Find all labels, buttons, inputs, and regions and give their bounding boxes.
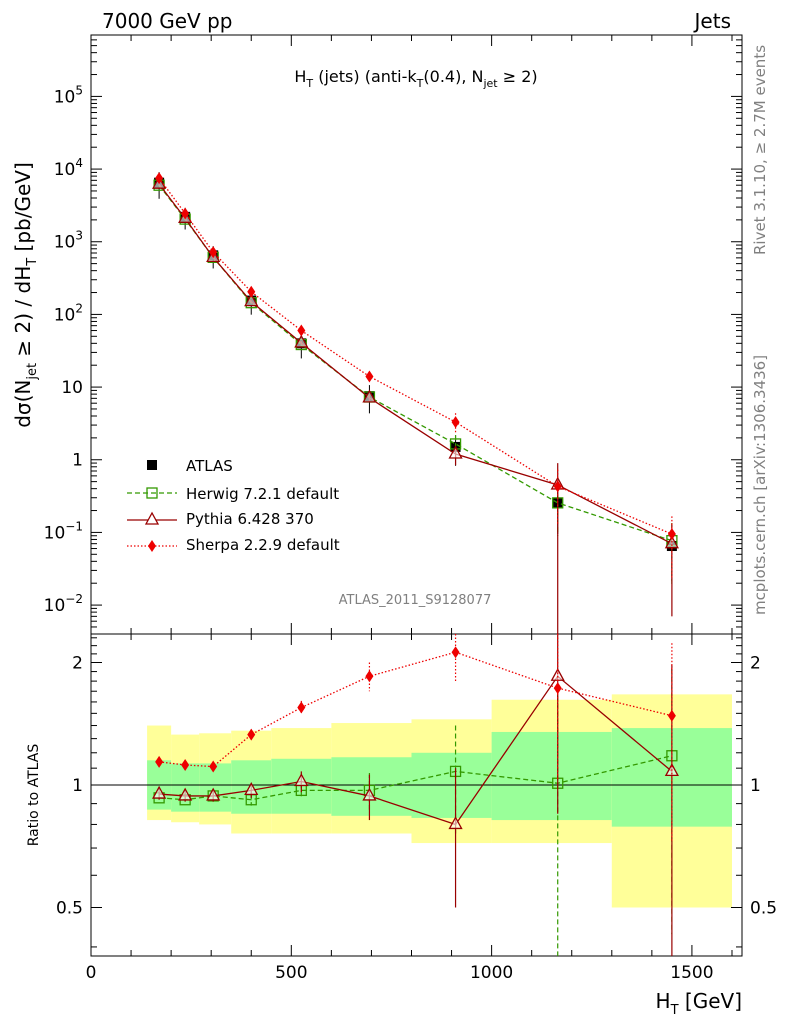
series-ratio-point-2 [155, 755, 164, 768]
x-tick-label: 1000 [470, 963, 513, 983]
series-ratio-point-2 [181, 758, 190, 771]
series-line-2 [158, 177, 673, 535]
series-ratio-line-2 [159, 651, 673, 768]
ratio-tick-label: 2 [750, 654, 761, 674]
series-point-2 [451, 416, 460, 429]
mcplots-label: mcplots.cern.ch [arXiv:1306.3436] [751, 355, 769, 615]
series-ratio-point-2 [209, 760, 218, 773]
legend-marker-sherpa [148, 540, 156, 552]
series-ratio-point-1 [362, 787, 377, 801]
series-point-2 [155, 172, 164, 185]
series-ratio-point-2 [247, 728, 256, 741]
series-point-2 [181, 207, 190, 220]
legend-label-sherpa: Sherpa 2.2.9 default [186, 536, 340, 554]
x-axis-label: HT [GeV] [656, 989, 742, 1018]
ratio-tick-label: 1 [750, 776, 761, 796]
y-tick-label: 102 [54, 301, 83, 325]
series-point-1 [244, 293, 259, 307]
y-tick-label: 10 [61, 378, 83, 398]
legend: ATLAS Herwig 7.2.1 default Pythia 6.428 … [127, 457, 340, 554]
x-tick-label: 0 [86, 963, 97, 983]
series-ratio-point-1 [294, 773, 309, 787]
series-ratio-point-1 [206, 787, 221, 801]
legend-marker-atlas [147, 460, 157, 470]
series-ratio-point-2 [667, 709, 676, 722]
x-tick-label: 1500 [670, 963, 713, 983]
series-point-2 [667, 528, 676, 541]
chart-title: HT (jets) (anti-kT(0.4), Njet ≥ 2) [294, 67, 537, 90]
ratio-band-inner [491, 731, 612, 821]
series-point-2 [297, 324, 306, 337]
legend-label-atlas: ATLAS [186, 457, 233, 475]
legend-marker-herwig [146, 487, 158, 499]
series-ratio-point-1 [550, 667, 565, 681]
legend-label-herwig: Herwig 7.2.1 default [186, 485, 339, 503]
analysis-label: ATLAS_2011_S9128077 [339, 593, 492, 608]
ratio-band-inner [171, 763, 200, 812]
series-ratio-point-2 [297, 701, 306, 714]
y-tick-label: 10−1 [44, 519, 83, 543]
ratio-band-inner [331, 757, 412, 816]
legend-label-pythia: Pythia 6.428 370 [186, 510, 314, 528]
ratio-bands [147, 694, 732, 908]
series-ratio-point-2 [553, 682, 562, 695]
y-tick-label: 10−2 [44, 592, 83, 616]
data-layer [152, 172, 679, 956]
series-point-1 [294, 334, 309, 348]
series-point-2 [365, 370, 374, 383]
series-ratio-point-1 [152, 785, 167, 799]
ratio-frame [90, 633, 743, 957]
x-tick-label: 500 [275, 963, 307, 983]
header-right: Jets [693, 9, 731, 33]
series-ratio-line-0 [159, 755, 673, 801]
series-point-2 [209, 246, 218, 259]
ratio-tick-label: 1 [72, 776, 83, 796]
rivet-label: Rivet 3.1.10, ≥ 2.7M events [751, 45, 769, 255]
y-axis-label: dσ(Njet ≥ 2) / dHT [pb/GeV] [11, 162, 40, 428]
legend-marker-pythia [144, 511, 160, 525]
y-tick-label: 104 [54, 156, 83, 180]
axes: 0 500 1000 1500 10−2 10−1 1 10 102 103 104 105 0.5 0.… [44, 34, 777, 983]
series-ratio-point-1 [244, 782, 259, 796]
series-point-1 [448, 445, 463, 459]
ratio-band-inner [199, 763, 232, 812]
series-point-2 [247, 285, 256, 298]
y-tick-label: 1 [72, 451, 83, 471]
y-tick-label: 105 [54, 83, 83, 107]
ratio-tick-label: 0.5 [750, 898, 777, 918]
series-point-2 [553, 480, 562, 493]
ratio-tick-label: 0.5 [56, 898, 83, 918]
header-left: 7000 GeV pp [102, 9, 233, 33]
y-tick-label: 103 [54, 229, 83, 253]
ratio-y-axis-label: Ratio to ATLAS [26, 744, 42, 847]
series-ratio-point-1 [448, 816, 463, 830]
series-point-1 [362, 389, 377, 403]
series-ratio-point-2 [451, 646, 460, 659]
series-ratio-point-1 [178, 787, 193, 801]
ratio-tick-label: 2 [72, 654, 83, 674]
series-ratio-point-2 [365, 670, 374, 683]
